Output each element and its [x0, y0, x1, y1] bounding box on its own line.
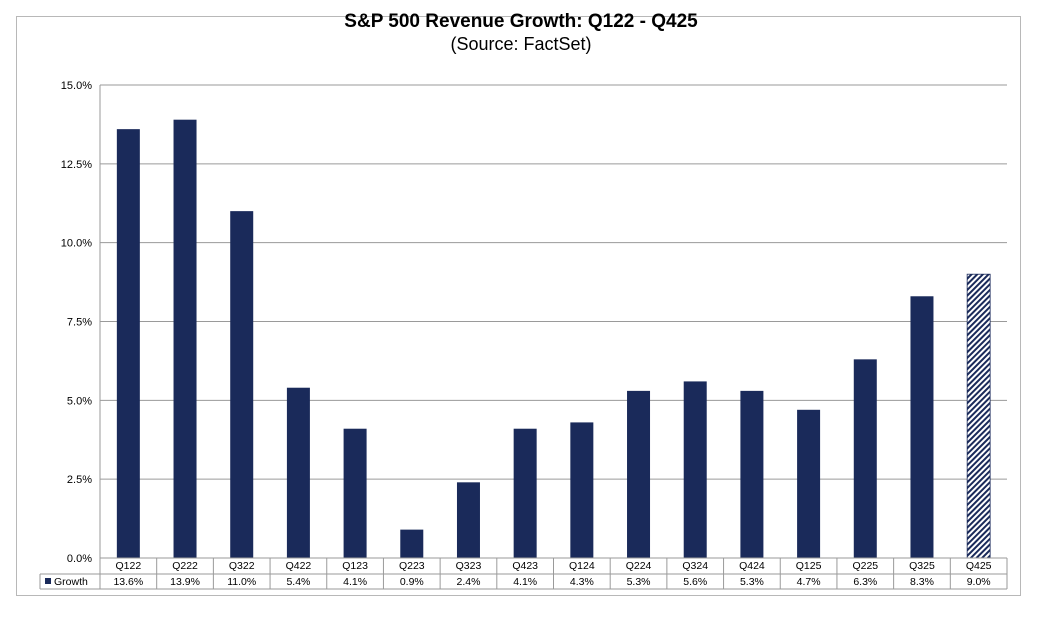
bar-q324 [683, 381, 707, 558]
bar-q122 [116, 129, 140, 558]
chart-title: S&P 500 Revenue Growth: Q122 - Q425 [344, 11, 698, 32]
x-tick-label: Q222 [172, 560, 198, 572]
bar-q422 [286, 387, 310, 558]
bar-q225 [853, 359, 877, 558]
x-tick-label: Q424 [739, 560, 765, 572]
bar-q423 [513, 428, 537, 558]
x-tick-label: Q325 [909, 560, 935, 572]
y-tick-label: 10.0% [61, 238, 92, 250]
data-label: 4.1% [513, 576, 537, 588]
bar-q425 [966, 273, 991, 559]
x-tick-label: Q122 [116, 560, 142, 572]
data-label: 4.3% [570, 576, 594, 588]
y-tick-label: 15.0% [61, 80, 92, 92]
bar-q124 [570, 422, 594, 558]
data-label: 5.3% [740, 576, 764, 588]
data-label: 13.6% [113, 576, 143, 588]
bar-q223 [400, 529, 424, 558]
data-label: 2.4% [457, 576, 481, 588]
x-tick-label: Q225 [852, 560, 878, 572]
y-tick-label: 5.0% [67, 395, 92, 407]
y-tick-label: 7.5% [67, 317, 92, 329]
x-tick-label: Q123 [342, 560, 368, 572]
chart-subtitle: (Source: FactSet) [450, 34, 592, 54]
bar-q325 [910, 296, 934, 558]
data-label: 5.6% [683, 576, 707, 588]
y-tick-label: 12.5% [61, 159, 92, 171]
data-label: 0.9% [400, 576, 424, 588]
data-label: 8.3% [910, 576, 934, 588]
data-label: 5.3% [627, 576, 651, 588]
x-tick-label: Q323 [456, 560, 482, 572]
x-tick-label: Q125 [796, 560, 822, 572]
data-label: 11.0% [227, 576, 256, 588]
legend-label: Growth [54, 576, 88, 588]
x-tick-label: Q223 [399, 560, 425, 572]
x-tick-label: Q322 [229, 560, 255, 572]
x-tick-label: Q124 [569, 560, 595, 572]
legend-swatch [45, 578, 51, 584]
bar-q125 [797, 409, 821, 558]
data-label: 5.4% [286, 576, 310, 588]
y-tick-label: 0.0% [67, 553, 92, 565]
bar-q424 [740, 390, 764, 558]
data-label: 4.7% [797, 576, 821, 588]
data-label: 6.3% [853, 576, 877, 588]
data-label: 9.0% [967, 576, 991, 588]
x-tick-label: Q224 [626, 560, 652, 572]
x-tick-label: Q423 [512, 560, 538, 572]
x-tick-label: Q324 [682, 560, 708, 572]
bar-q224 [627, 390, 651, 558]
bar-q323 [456, 482, 480, 558]
bar-q222 [173, 119, 197, 558]
x-tick-label: Q422 [286, 560, 312, 572]
y-tick-label: 2.5% [67, 474, 92, 486]
data-label: 4.1% [343, 576, 367, 588]
data-label: 13.9% [170, 576, 200, 588]
bar-q123 [343, 428, 367, 558]
x-tick-label: Q425 [966, 560, 992, 572]
bar-q322 [230, 211, 254, 558]
